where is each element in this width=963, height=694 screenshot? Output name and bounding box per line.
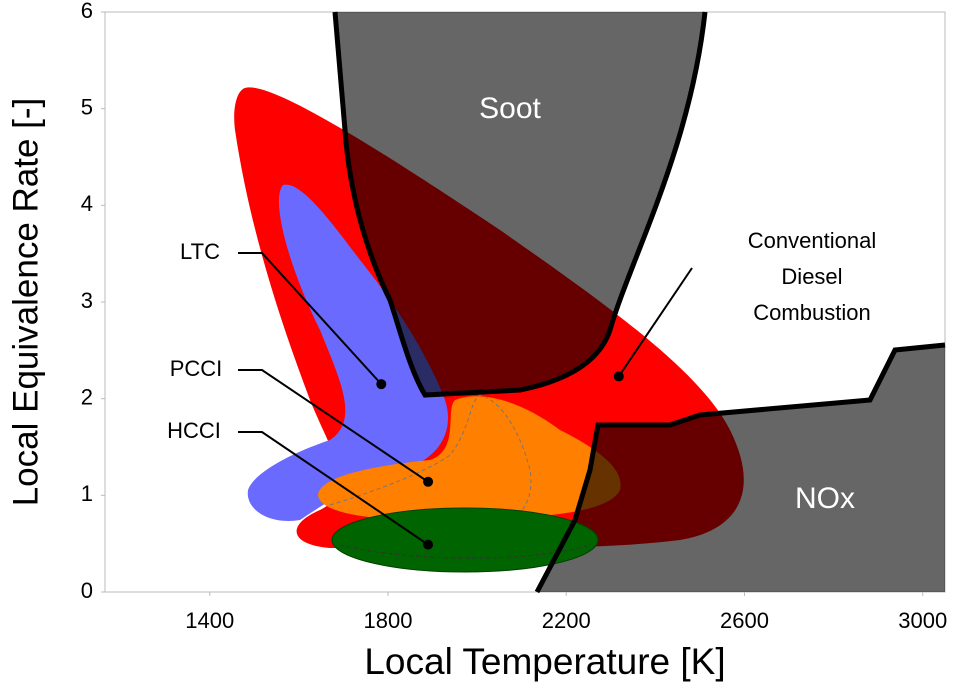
point (613, 371, 624, 382)
leader-line (238, 431, 429, 546)
annotation: Combustion (753, 300, 870, 325)
annotation: PCCI (170, 356, 223, 381)
y-tick-label: 6 (81, 0, 93, 23)
point (423, 539, 434, 550)
y-tick-label: 1 (81, 481, 93, 506)
ltc-region (247, 184, 448, 521)
x-axis-label: Local Temperature [K] (364, 641, 725, 682)
region-label: NOx (795, 482, 855, 515)
point (376, 379, 387, 390)
dashed-contour (329, 394, 532, 526)
annotation: Conventional (748, 228, 876, 253)
annotation: LTC (180, 239, 220, 264)
nox-region (537, 345, 945, 592)
annotation: Diesel (781, 264, 842, 289)
y-axis-label: Local Equivalence Rate [-] (6, 98, 45, 507)
x-tick-label: 2200 (542, 608, 591, 633)
annotation: HCCI (167, 418, 221, 443)
nox-boundary (534, 342, 946, 594)
point (423, 476, 434, 487)
x-tick-label: 2600 (720, 608, 769, 633)
y-tick-label: 0 (81, 578, 93, 603)
y-tick-label: 5 (81, 94, 93, 119)
dashed-contour (339, 544, 591, 559)
hcci-region (331, 507, 599, 573)
leader-line (238, 369, 429, 483)
y-tick-label: 2 (81, 384, 93, 409)
x-tick-label: 1400 (185, 608, 234, 633)
x-tick-label: 3000 (898, 608, 947, 633)
leader-line (238, 252, 383, 385)
region-label: Soot (479, 92, 541, 125)
leader-line (617, 267, 693, 377)
soot-region (335, 12, 705, 395)
x-tick-label: 1800 (363, 608, 412, 633)
pcci-region (318, 396, 621, 521)
soot-boundary (332, 11, 708, 398)
y-tick-label: 4 (81, 191, 93, 216)
y-tick-label: 3 (81, 288, 93, 313)
